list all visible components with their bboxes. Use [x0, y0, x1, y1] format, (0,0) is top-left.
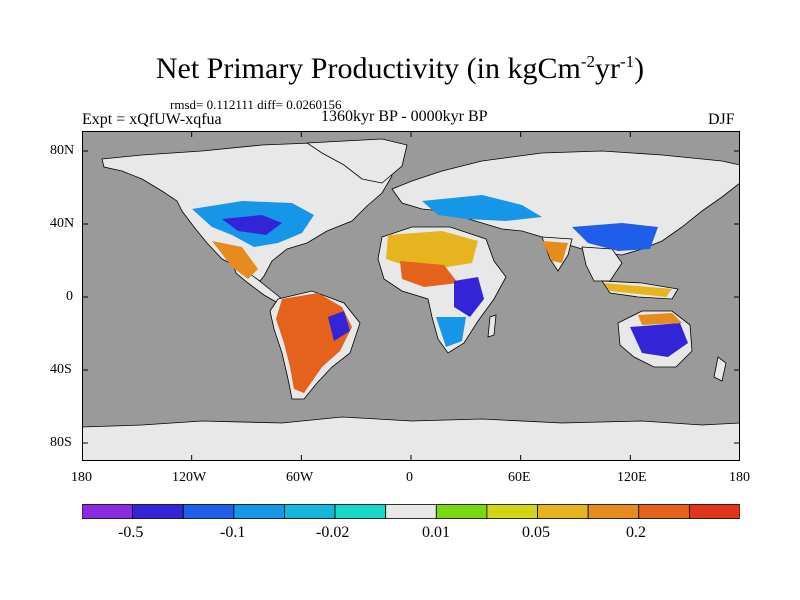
- lat-label-40s: 40S: [50, 362, 72, 377]
- colorbar-cell: [486, 504, 538, 519]
- npp-patch-brazil: [328, 311, 350, 341]
- colorbar-cell: [385, 504, 437, 519]
- colorbar-label-0.2: 0.2: [626, 524, 646, 541]
- colorbar-cells: [82, 504, 740, 519]
- land-madagascar: [487, 314, 497, 338]
- colorbar-cell: [537, 504, 589, 519]
- colorbar-cell: [334, 504, 387, 519]
- title-mid: yr: [594, 52, 620, 85]
- npp-patch-indonesia: [604, 283, 672, 297]
- colorbar-cell: [284, 504, 336, 519]
- colorbar-cell: [688, 504, 740, 519]
- npp-patch-north-america-core: [222, 215, 282, 235]
- title-sup-2: -1: [619, 52, 635, 71]
- npp-patch-australia: [630, 323, 688, 357]
- experiment-label: Expt = xQfUW-xqfua: [82, 111, 222, 128]
- colorbar-cell: [132, 504, 184, 519]
- colorbar: [82, 504, 740, 519]
- lat-label-40n: 40N: [50, 216, 75, 231]
- land-antarctica: [82, 416, 740, 461]
- world-map: [82, 131, 740, 461]
- title-main: Net Primary Productivity (in kgCm: [155, 52, 581, 85]
- lat-label-0: 0: [66, 289, 73, 304]
- colorbar-cell: [182, 504, 235, 519]
- colorbar-cell: [587, 504, 640, 519]
- colorbar-label-0.05: 0.05: [522, 524, 550, 541]
- lon-label-180w: 180: [71, 470, 92, 485]
- lat-label-80n: 80N: [50, 143, 75, 158]
- colorbar-label-neg-0.1: -0.1: [220, 524, 246, 541]
- stats-line: rmsd= 0.112111 diff= 0.0260156: [170, 97, 342, 112]
- colorbar-cell: [435, 504, 488, 519]
- season-label: DJF: [708, 111, 735, 128]
- npp-patch-asia: [572, 223, 658, 251]
- colorbar-label-0.01: 0.01: [422, 524, 450, 541]
- npp-patch-india: [542, 241, 568, 263]
- npp-patch-southern-africa: [436, 317, 466, 347]
- title-end: ): [634, 52, 645, 85]
- npp-patch-mexico: [212, 241, 258, 279]
- colorbar-cell: [233, 504, 285, 519]
- colorbar-cell: [638, 504, 690, 519]
- colorbar-label-neg-0.02: -0.02: [316, 524, 350, 541]
- colorbar-cell: [82, 504, 134, 519]
- map-ticks: [82, 131, 740, 461]
- npp-patch-australia-north: [638, 313, 682, 325]
- npp-patch-europe: [422, 195, 542, 221]
- npp-patch-west-africa: [400, 261, 458, 287]
- chart-title: Net Primary Productivity (in kgCm-2yr-1): [0, 52, 800, 86]
- land-greenland: [305, 138, 408, 184]
- lon-label-0: 0: [406, 470, 413, 485]
- lon-label-60e: 60E: [508, 470, 531, 485]
- colorbar-label-neg-0.5: -0.5: [118, 524, 144, 541]
- lon-label-120w: 120W: [172, 470, 207, 485]
- title-sup-1: -2: [580, 52, 595, 71]
- period-label: 1360kyr BP - 0000kyr BP: [321, 108, 488, 125]
- lon-label-180e: 180: [729, 470, 750, 485]
- npp-patch-east-africa: [454, 277, 484, 317]
- lon-label-120e: 120E: [617, 470, 647, 485]
- land-new-zealand: [713, 356, 727, 382]
- lat-label-80s: 80S: [50, 435, 72, 450]
- npp-patch-sahel: [386, 231, 478, 271]
- lon-label-60w: 60W: [286, 470, 314, 485]
